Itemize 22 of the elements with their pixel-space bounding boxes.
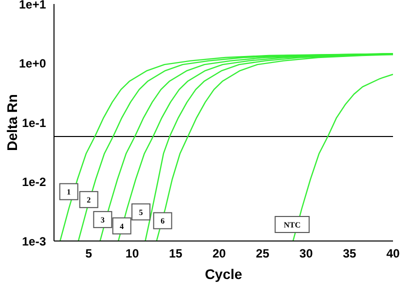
x-tick-label: 5: [85, 246, 92, 261]
x-tick-label: 10: [126, 246, 140, 261]
y-tick-label: 1e+0: [18, 56, 46, 71]
y-tick-label: 1e-2: [22, 175, 46, 190]
annotation: NTC: [284, 220, 301, 230]
x-tick-label: 35: [342, 246, 357, 261]
annotation: 2: [86, 196, 91, 205]
y-tick-label: 1e-3: [22, 234, 46, 248]
x-tick-label: 30: [299, 246, 314, 261]
y-tick-label: 1e+1: [18, 0, 46, 12]
annotation: 3: [100, 216, 105, 225]
x-tick-label: 15: [169, 246, 183, 261]
annotation: 1: [66, 188, 71, 197]
annotation: 5: [138, 208, 143, 217]
x-tick-label: 25: [256, 246, 270, 261]
y-axis-title: Delta Rn: [4, 94, 20, 151]
y-tick-label: 1e-1: [22, 116, 46, 130]
x-tick-label: 40: [386, 246, 400, 261]
x-tick-label: 20: [212, 246, 226, 261]
annotation: 6: [160, 216, 165, 226]
x-axis-title: Cycle: [204, 266, 242, 282]
annotation: 4: [120, 222, 124, 231]
